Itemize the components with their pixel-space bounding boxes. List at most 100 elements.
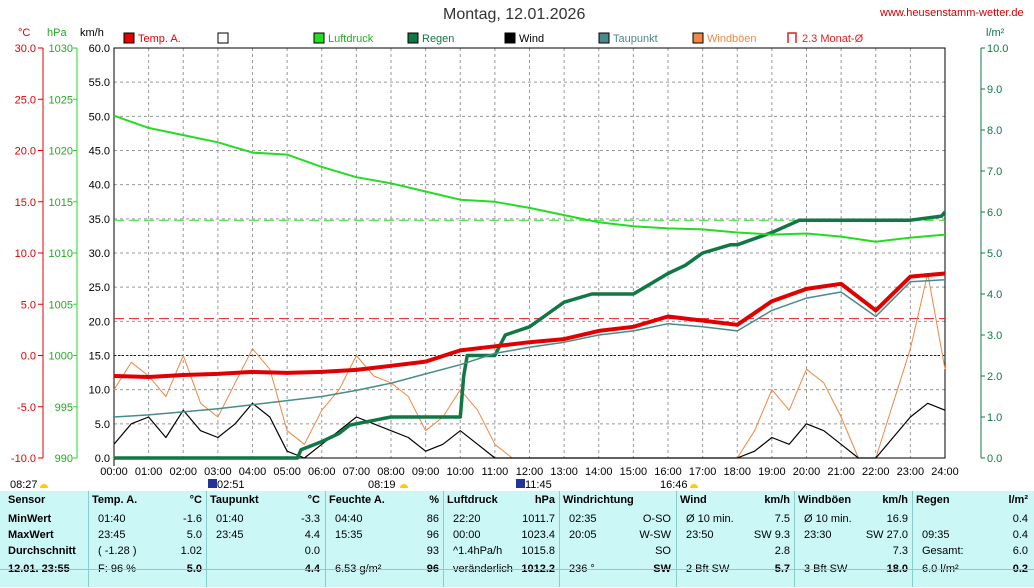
stats-cell-value: 0.4 xyxy=(1012,513,1028,525)
chart-grid xyxy=(114,48,945,458)
rain-tick-label: 1.0 xyxy=(987,412,1002,424)
temp-tick-label: -10.0 xyxy=(11,453,36,465)
wind-tick-label: 30.0 xyxy=(89,248,110,260)
wind-tick-label: 50.0 xyxy=(89,111,110,123)
stats-col-title: Temp. A. xyxy=(92,494,138,506)
rain-tick-label: 2.0 xyxy=(987,371,1002,383)
stats-row-label: MaxWert xyxy=(8,529,54,541)
sunrise-icon xyxy=(400,484,408,488)
stats-separator xyxy=(912,491,913,587)
legend-swatch xyxy=(217,32,229,44)
rain-tick-label: 7.0 xyxy=(987,166,1002,178)
stats-row-label: Sensor xyxy=(8,494,46,506)
temp-tick-label: 25.0 xyxy=(15,94,36,106)
wind-tick-label: 15.0 xyxy=(89,351,110,363)
wind-tick-label: 45.0 xyxy=(89,146,110,158)
stats-col-unit: km/h xyxy=(764,494,790,506)
stats-cell-value: O-SO xyxy=(642,513,671,525)
series-line-rain xyxy=(114,210,947,460)
stats-separator xyxy=(559,491,560,587)
temp-tick-label: 5.0 xyxy=(21,299,36,311)
stats-cell-time: 15:35 xyxy=(335,529,363,541)
stats-cell-value: 0.0 xyxy=(304,545,320,557)
stats-table: Sensor MinWert MaxWert Durchschnitt 12.01. 2… xyxy=(0,491,1034,587)
x-tick-label: 04:00 xyxy=(239,466,267,478)
temp-tick-label: 15.0 xyxy=(15,197,36,209)
stats-cell-value: -3.3 xyxy=(301,513,320,525)
site-link[interactable]: www.heusenstamm-wetter.de xyxy=(880,7,1024,19)
rain-tick-label: 10.0 xyxy=(987,43,1008,55)
stats-cell-value: 1015.8 xyxy=(521,545,555,557)
stats-cell-time: 20:05 xyxy=(569,529,597,541)
legend-swatch xyxy=(692,32,704,44)
stats-cell-value: 5.0 xyxy=(186,529,202,541)
temp-tick-label: -5.0 xyxy=(17,402,36,414)
legend-label: Luftdruck xyxy=(328,33,374,45)
stats-separator xyxy=(676,491,677,587)
stats-cell-time: 09:35 xyxy=(922,529,950,541)
rain-tick-label: 9.0 xyxy=(987,84,1002,96)
series-line-temp xyxy=(113,271,946,379)
pressure-unit-label: hPa xyxy=(47,27,67,39)
legend-label: 2.3 Monat-Ø xyxy=(802,33,864,45)
stats-cell-value: 1023.4 xyxy=(521,529,555,541)
x-tick-label: 00:00 xyxy=(100,466,128,478)
stats-cell-time: 02:35 xyxy=(569,513,597,525)
stats-cell-value: 7.5 xyxy=(774,513,790,525)
stats-cell-value: 86 xyxy=(426,513,439,525)
wind-tick-label: 35.0 xyxy=(89,214,110,226)
astro-annotations: 08:27 02:51 08:19 11:45 16:46 xyxy=(10,459,698,491)
stats-cell-value: SW 27.0 xyxy=(865,529,908,541)
stats-cell-value: 96 xyxy=(426,529,439,541)
stats-cell-time: 01:40 xyxy=(216,513,244,525)
stats-separator xyxy=(325,491,326,587)
rain-tick-label: 5.0 xyxy=(987,248,1002,260)
x-tick-label: 01:00 xyxy=(135,466,163,478)
stats-cell-time: ( -1.28 ) xyxy=(98,545,137,557)
x-tick-label: 19:00 xyxy=(758,466,786,478)
legend-swatch xyxy=(598,32,610,44)
stats-cell-time: Gesamt: xyxy=(922,545,964,557)
stats-col-title: Windrichtung xyxy=(563,494,634,506)
wind-tick-label: 40.0 xyxy=(89,180,110,192)
stats-cell-time: 04:40 xyxy=(335,513,363,525)
x-tick-label: 03:00 xyxy=(204,466,232,478)
x-tick-label: 11:00 xyxy=(482,466,509,478)
pressure-tick-label: 1030 xyxy=(49,43,73,55)
rain-tick-label: 0.0 xyxy=(987,453,1002,465)
legend-label: Wind xyxy=(519,33,544,45)
stats-cell-time: ^1.4hPa/h xyxy=(453,545,503,557)
stats-cell-time: 23:45 xyxy=(216,529,244,541)
stats-cell-time: 01:40 xyxy=(98,513,126,525)
stats-col-unit: °C xyxy=(189,494,202,506)
stats-cell-value: 0.4 xyxy=(1012,529,1028,541)
weather-chart: °C hPa km/h l/m² 30.0 25.0 20.0 15.0 10.0 5.0 0.0 -… xyxy=(10,27,1008,491)
x-tick-label: 16:00 xyxy=(654,466,682,478)
wind-tick-label: 60.0 xyxy=(89,43,110,55)
pressure-tick-label: 1025 xyxy=(49,94,73,106)
temp-tick-label: 20.0 xyxy=(15,146,36,158)
x-tick-label: 22:00 xyxy=(862,466,890,478)
stats-cell-time: Ø 10 min. xyxy=(804,513,852,525)
x-tick-label: 07:00 xyxy=(343,466,371,478)
temp-tick-label: 0.0 xyxy=(21,351,36,363)
temp-tick-label: 10.0 xyxy=(15,248,36,260)
wind-unit-label: km/h xyxy=(80,27,104,39)
stats-separator xyxy=(443,491,444,587)
moonset-label: 02:51 xyxy=(217,479,245,491)
stats-separator xyxy=(794,491,795,587)
stats-cell-time: 23:50 xyxy=(686,529,714,541)
x-tick-label: 13:00 xyxy=(550,466,578,478)
stats-col-title: Windböen xyxy=(798,494,852,506)
stats-cell-value: 4.4 xyxy=(304,529,320,541)
pressure-tick-label: 1010 xyxy=(49,248,73,260)
stats-cell-value: SW 9.3 xyxy=(753,529,790,541)
legend-label: Windböen xyxy=(707,33,757,45)
moonrise-icon xyxy=(516,479,525,488)
x-tick-label: 14:00 xyxy=(585,466,613,478)
sunset-label: 16:46 xyxy=(660,479,688,491)
stats-cell-value: -1.6 xyxy=(183,513,202,525)
stats-cell-value: 16.9 xyxy=(886,513,908,525)
stats-col-title: Regen xyxy=(916,494,950,506)
stats-row-label: Durchschnitt xyxy=(8,545,76,557)
